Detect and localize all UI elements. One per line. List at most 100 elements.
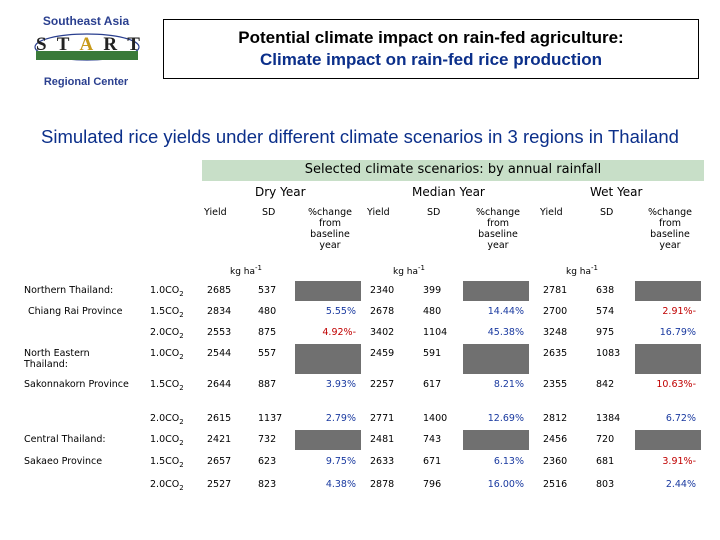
col-header-sd: SD	[262, 207, 276, 218]
baseline-gray-cell	[463, 281, 529, 301]
logo-letter: A	[79, 34, 94, 55]
scenario-label: 1.5CO2	[150, 306, 184, 319]
yield-cell: 2678	[370, 306, 395, 317]
change-cell: 3.93%	[325, 379, 356, 390]
col-header-yield: Yield	[540, 207, 563, 218]
change-cell: 4.92%-	[322, 327, 356, 338]
change-cell: 5.55%	[325, 306, 356, 317]
yield-cell: 2615	[207, 413, 232, 424]
baseline-gray-cell	[635, 281, 701, 301]
logo-letter: T	[127, 34, 140, 55]
yield-cell: 2257	[370, 379, 395, 390]
yield-cell: 3248	[543, 327, 568, 338]
yield-cell: 2553	[207, 327, 232, 338]
sd-cell: 480	[423, 306, 442, 317]
change-cell: 2.79%	[325, 413, 356, 424]
sd-cell: 671	[423, 456, 442, 467]
sd-cell: 1104	[423, 327, 448, 338]
units-label: kg ha-1	[393, 264, 425, 277]
baseline-gray-cell	[463, 430, 529, 450]
scenario-label: 2.0CO2	[150, 413, 184, 426]
change-cell: 9.75%	[325, 456, 356, 467]
sd-cell: 537	[258, 285, 277, 296]
logo-letter: R	[103, 34, 118, 55]
scenario-label: 1.5CO2	[150, 379, 184, 392]
sd-cell: 617	[423, 379, 442, 390]
yield-cell: 2355	[543, 379, 568, 390]
sd-cell: 638	[596, 285, 615, 296]
yield-cell: 2340	[370, 285, 395, 296]
sd-cell: 803	[596, 479, 615, 490]
logo-letter: S	[36, 34, 47, 55]
sd-cell: 887	[258, 379, 277, 390]
scenario-label: 2.0CO2	[150, 479, 184, 492]
scenario-label: 2.0CO2	[150, 327, 184, 340]
yield-cell: 2644	[207, 379, 232, 390]
scenario-band-title: Selected climate scenarios: by annual ra…	[304, 162, 602, 177]
col-header-sd: SD	[600, 207, 614, 218]
col-header-sd: SD	[427, 207, 441, 218]
sd-cell: 743	[423, 434, 442, 445]
group-median-year: Median Year	[412, 185, 485, 199]
col-header-change: %change from baseline year	[648, 207, 692, 251]
yield-cell: 2421	[207, 434, 232, 445]
logo-letters: S T A R T	[36, 34, 140, 56]
change-cell: 16.00%	[487, 479, 524, 490]
sd-cell: 842	[596, 379, 615, 390]
yield-cell: 2700	[543, 306, 568, 317]
yield-cell: 3402	[370, 327, 395, 338]
baseline-gray-cell	[635, 344, 701, 374]
col-header-change: %change from baseline year	[308, 207, 352, 251]
scenario-label: 1.0CO2	[150, 285, 184, 298]
change-cell: 12.69%	[487, 413, 524, 424]
baseline-gray-cell	[463, 344, 529, 374]
change-cell: 2.91%-	[662, 306, 696, 317]
region-name: Northern Thailand:	[24, 285, 114, 296]
scenario-label: 1.5CO2	[150, 456, 184, 469]
change-cell: 16.79%	[659, 327, 696, 338]
change-cell: 8.21%	[493, 379, 524, 390]
province-name: Chiang Rai Province	[28, 306, 123, 317]
units-label: kg ha-1	[230, 264, 262, 277]
yield-cell: 2516	[543, 479, 568, 490]
title-box: Potential climate impact on rain-fed agr…	[163, 19, 699, 79]
logo-letters-graphic	[34, 33, 140, 61]
region-name: Central Thailand:	[24, 434, 106, 445]
scenario-label: 1.0CO2	[150, 348, 184, 361]
scenario-band: Selected climate scenarios: by annual ra…	[202, 160, 704, 181]
sd-cell: 823	[258, 479, 277, 490]
province-name: Sakaeo Province	[24, 456, 103, 467]
sd-cell: 557	[258, 348, 277, 359]
sd-cell: 796	[423, 479, 442, 490]
yield-cell: 2834	[207, 306, 232, 317]
logo-letter: T	[56, 34, 70, 55]
yield-cell: 2544	[207, 348, 232, 359]
group-wet-year: Wet Year	[590, 185, 643, 199]
group-dry-year: Dry Year	[255, 185, 306, 199]
yield-cell: 2481	[370, 434, 395, 445]
yield-cell: 2657	[207, 456, 232, 467]
sd-cell: 875	[258, 327, 277, 338]
sd-cell: 1384	[596, 413, 621, 424]
baseline-gray-cell	[635, 430, 701, 450]
sd-cell: 720	[596, 434, 615, 445]
sd-cell: 591	[423, 348, 442, 359]
col-header-yield: Yield	[204, 207, 227, 218]
title-line-2: Climate impact on rain-fed rice producti…	[260, 50, 602, 69]
province-name: Sakonnakorn Province	[24, 379, 129, 390]
yield-cell: 2812	[543, 413, 568, 424]
yield-cell: 2685	[207, 285, 232, 296]
sd-cell: 574	[596, 306, 615, 317]
change-cell: 14.44%	[487, 306, 524, 317]
baseline-gray-cell	[295, 430, 361, 450]
title-line-1: Potential climate impact on rain-fed agr…	[238, 28, 624, 47]
logo-top-text: Southeast Asia	[42, 14, 130, 28]
yield-cell: 2771	[370, 413, 395, 424]
start-logo: Southeast Asia S T A R T IHDP · IGBP · W…	[22, 14, 150, 92]
sd-cell: 480	[258, 306, 277, 317]
sd-cell: 399	[423, 285, 442, 296]
sd-cell: 1083	[596, 348, 621, 359]
baseline-gray-cell	[295, 281, 361, 301]
units-label: kg ha-1	[566, 264, 598, 277]
yield-cell: 2878	[370, 479, 395, 490]
